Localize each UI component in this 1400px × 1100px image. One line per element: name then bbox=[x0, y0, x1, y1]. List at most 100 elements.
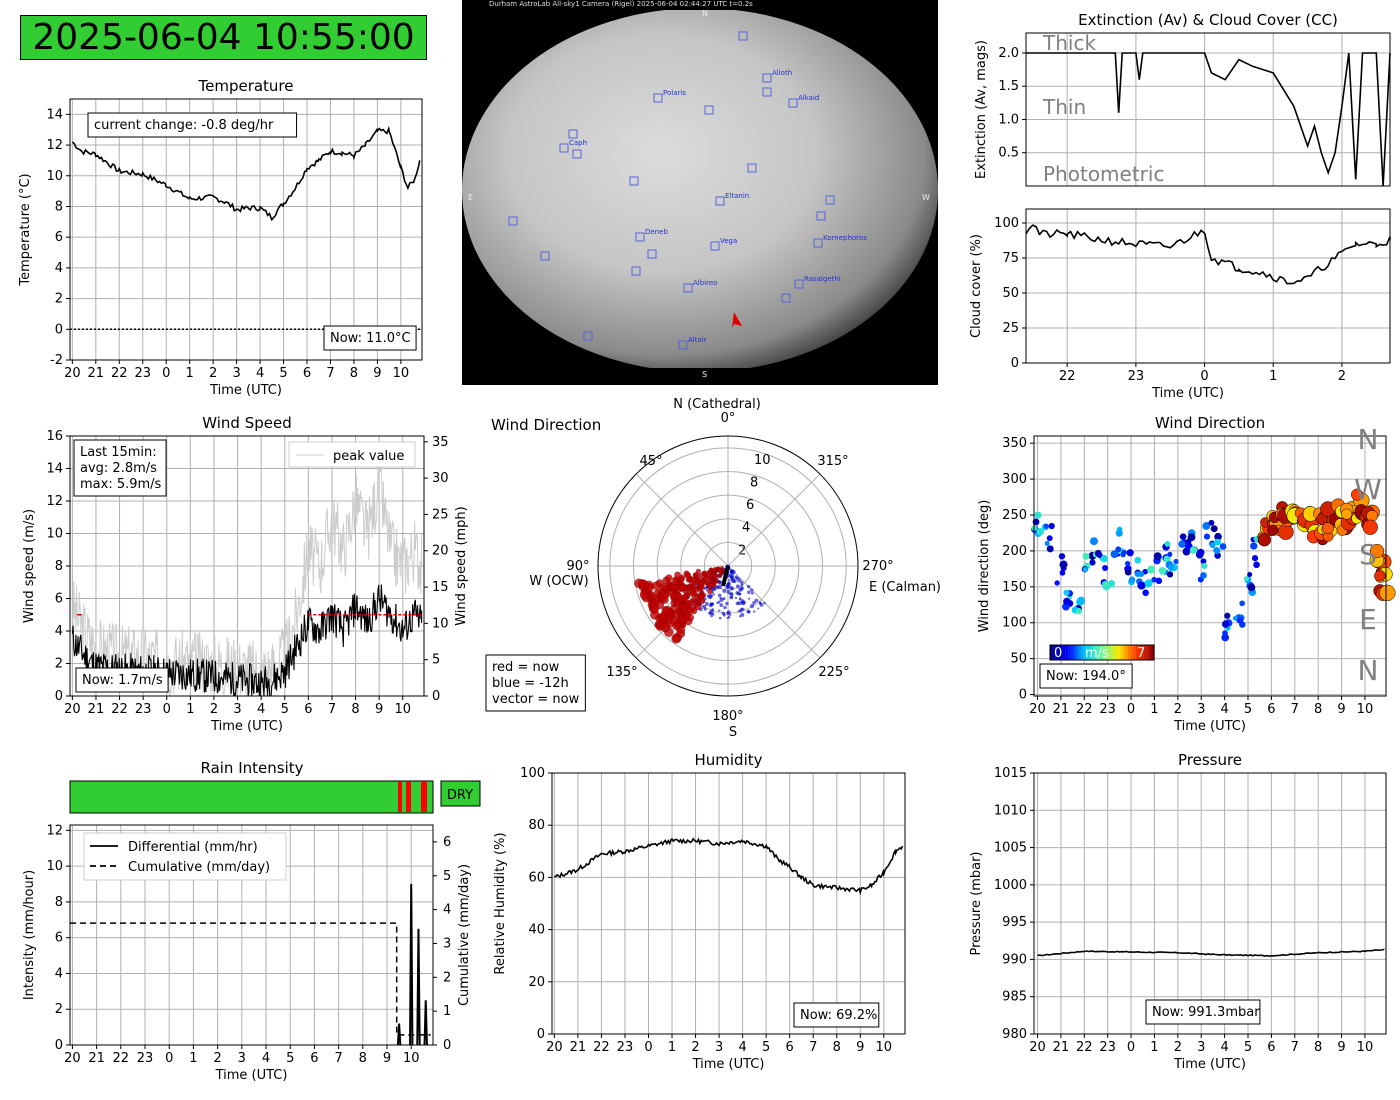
x-tick-label: 22 bbox=[1076, 1040, 1093, 1055]
polar-point-old bbox=[716, 601, 719, 605]
wind-direction-point bbox=[1034, 511, 1042, 519]
polar-point-now bbox=[659, 583, 668, 592]
wind-last15-text: Last 15min: bbox=[80, 445, 157, 460]
wind-direction-point bbox=[1214, 532, 1222, 541]
polar-legend-box bbox=[485, 654, 586, 712]
x-tick-label: 8 bbox=[1314, 1040, 1322, 1055]
polar-point-now bbox=[690, 591, 697, 598]
rain-status-badge bbox=[440, 780, 481, 807]
star-marker bbox=[747, 163, 757, 173]
polar-point-now bbox=[677, 583, 685, 591]
polar-radius-label: 6 bbox=[746, 498, 754, 513]
polar-point-now bbox=[660, 622, 670, 633]
rain-spike bbox=[423, 1000, 428, 1046]
polar-angle-label: 225° bbox=[818, 665, 849, 680]
wind-direction-point bbox=[1082, 566, 1088, 573]
legend-label: Cumulative (mm/day) bbox=[128, 860, 270, 875]
x-tick-label: 3 bbox=[1197, 702, 1205, 717]
y-tick-label: 0 bbox=[1019, 688, 1027, 703]
wind-direction-point bbox=[1163, 555, 1171, 563]
polar-point-old bbox=[709, 602, 714, 607]
polar-point-now bbox=[685, 572, 692, 578]
polar-point-now bbox=[673, 599, 681, 608]
extinction-line bbox=[1026, 52, 1391, 187]
rain-frame bbox=[69, 824, 434, 1046]
wind-direction-point bbox=[1253, 561, 1260, 569]
y-tick-label: 10 bbox=[46, 527, 63, 542]
wind-direction-point bbox=[1147, 565, 1156, 574]
colorbar-segment bbox=[1109, 645, 1113, 660]
x-tick-label: 22 bbox=[111, 366, 128, 381]
y-tick-label: 2.0 bbox=[998, 46, 1019, 61]
y2-tick-label: 15 bbox=[432, 580, 449, 595]
x-tick-label: 8 bbox=[1314, 702, 1322, 717]
polar-point-old bbox=[737, 610, 740, 613]
polar-point-old bbox=[702, 604, 707, 609]
x-tick-label: 3 bbox=[715, 1040, 723, 1055]
wind-direction-point bbox=[1253, 536, 1259, 542]
polar-point-old bbox=[735, 584, 740, 589]
temperature-now-text: Now: 11.0°C bbox=[330, 331, 411, 346]
polar-point-now bbox=[721, 568, 726, 573]
wind-direction-point bbox=[1077, 596, 1085, 605]
y2-tick-label: 20 bbox=[432, 544, 449, 559]
rain-event-mark bbox=[406, 782, 411, 812]
polar-point-old bbox=[727, 615, 731, 619]
wind-direction-point bbox=[1232, 615, 1238, 621]
wind-direction-point bbox=[1239, 600, 1245, 607]
cardinal-label: E bbox=[1359, 603, 1377, 636]
polar-point-now bbox=[720, 565, 724, 570]
x-tick-label: 0 bbox=[1127, 702, 1135, 717]
cursor-arrow-icon bbox=[732, 312, 742, 328]
wind-direction-point bbox=[1167, 551, 1173, 557]
y-tick-label: 980 bbox=[1002, 1027, 1027, 1042]
star-marker bbox=[683, 283, 693, 293]
wind-direction-point bbox=[1166, 571, 1174, 578]
compass-n: N bbox=[702, 9, 708, 18]
y-tick-label: 12 bbox=[46, 138, 63, 153]
colorbar-segment bbox=[1107, 645, 1110, 660]
polar-point-now bbox=[639, 579, 649, 590]
wind-direction-point bbox=[1200, 572, 1207, 579]
y-tick-label: 10 bbox=[46, 859, 63, 874]
wind-direction-title: Wind Direction bbox=[1155, 414, 1265, 432]
band-thick: Thick bbox=[1042, 31, 1096, 55]
x-tick-label: 7 bbox=[1291, 1040, 1299, 1055]
y-tick-label: 1.5 bbox=[998, 79, 1019, 94]
wind-direction-point bbox=[1189, 546, 1198, 554]
x-tick-label: 22 bbox=[593, 1040, 610, 1055]
x-axis-label: Time (UTC) bbox=[1173, 719, 1246, 734]
wind-direction-point bbox=[1236, 616, 1244, 624]
wind-direction-point bbox=[1063, 589, 1070, 596]
colorbar-segment bbox=[1125, 645, 1129, 660]
star-label: Alkaid bbox=[798, 94, 819, 102]
pressure-line bbox=[1037, 948, 1385, 957]
wind-direction-now-box bbox=[1039, 663, 1133, 689]
y2-tick-label: 1 bbox=[443, 1004, 451, 1019]
wind-speed-frame bbox=[69, 435, 425, 697]
star-marker bbox=[647, 249, 657, 259]
y2-tick-label: 6 bbox=[443, 835, 451, 850]
colorbar-segment bbox=[1060, 645, 1064, 660]
polar-point-now bbox=[690, 597, 697, 604]
y2-tick-label: 30 bbox=[432, 471, 449, 486]
polar-point-old bbox=[718, 609, 721, 612]
polar-point-old bbox=[723, 605, 727, 610]
rain-cumulative-line bbox=[70, 922, 431, 1036]
colorbar-segment bbox=[1052, 645, 1056, 660]
wind-direction-point bbox=[1102, 565, 1109, 572]
star-marker bbox=[635, 232, 645, 242]
polar-point-now bbox=[672, 621, 681, 631]
pressure-now-box bbox=[1145, 999, 1261, 1025]
x-axis-label: Time (UTC) bbox=[1151, 386, 1224, 401]
polar-point-now bbox=[697, 580, 703, 587]
polar-point-old bbox=[746, 584, 751, 589]
x-tick-label: 8 bbox=[359, 1051, 367, 1066]
x-tick-label: 23 bbox=[137, 1051, 154, 1066]
rain-event-mark bbox=[421, 782, 427, 812]
polar-angle-label: 270° bbox=[862, 559, 893, 574]
x-tick-label: 21 bbox=[1053, 1040, 1070, 1055]
y-tick-label: 8 bbox=[55, 895, 63, 910]
polar-frame bbox=[597, 435, 859, 697]
